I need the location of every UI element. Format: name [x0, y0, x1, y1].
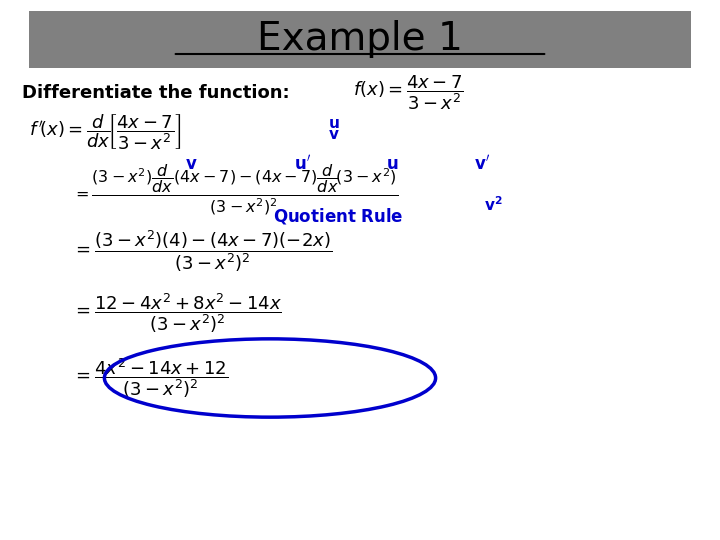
Text: $\mathbf{Quotient\ Rule}$: $\mathbf{Quotient\ Rule}$ — [273, 206, 404, 226]
FancyBboxPatch shape — [29, 11, 691, 68]
Text: $f\,'\!\left(x\right)=\dfrac{d}{dx}\!\left[\dfrac{4x-7}{3-x^{2}}\right]$: $f\,'\!\left(x\right)=\dfrac{d}{dx}\!\le… — [29, 112, 181, 152]
Text: $\mathbf{v}$: $\mathbf{v}$ — [328, 127, 339, 142]
Text: $f\left(x\right)=\dfrac{4x-7}{3-x^{2}}$: $f\left(x\right)=\dfrac{4x-7}{3-x^{2}}$ — [353, 73, 464, 112]
Text: $=\dfrac{4x^{2}-14x+12}{\left(3-x^{2}\right)^{2}}$: $=\dfrac{4x^{2}-14x+12}{\left(3-x^{2}\ri… — [72, 356, 228, 400]
Text: $\mathbf{u'}$: $\mathbf{u'}$ — [294, 154, 311, 173]
Text: $=\dfrac{\left(3-x^{2}\right)(4)-(4x-7)(-2x)}{\left(3-x^{2}\right)^{2}}$: $=\dfrac{\left(3-x^{2}\right)(4)-(4x-7)(… — [72, 228, 332, 274]
Text: $=\dfrac{12-4x^{2}+8x^{2}-14x}{\left(3-x^{2}\right)^{2}}$: $=\dfrac{12-4x^{2}+8x^{2}-14x}{\left(3-x… — [72, 291, 282, 335]
Text: $=\dfrac{\left(3-x^{2}\right)\dfrac{d}{dx}(4x-7)-(4x-7)\dfrac{d}{dx}\!\left(3-x^: $=\dfrac{\left(3-x^{2}\right)\dfrac{d}{d… — [72, 163, 398, 218]
Text: $\mathbf{u}$: $\mathbf{u}$ — [328, 116, 339, 131]
Text: $\mathbf{v}$: $\mathbf{v}$ — [184, 154, 197, 173]
Text: $\mathbf{u}$: $\mathbf{u}$ — [386, 154, 399, 173]
Text: $\mathbf{v^{2}}$: $\mathbf{v^{2}}$ — [484, 195, 503, 214]
Text: $\mathbf{v'}$: $\mathbf{v'}$ — [474, 154, 490, 173]
Text: Example 1: Example 1 — [257, 21, 463, 58]
Text: Differentiate the function:: Differentiate the function: — [22, 84, 289, 102]
